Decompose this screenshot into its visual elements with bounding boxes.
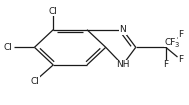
Text: F: F	[178, 55, 183, 64]
Text: F: F	[178, 30, 183, 39]
Text: Cl: Cl	[49, 7, 58, 16]
Text: CF: CF	[165, 38, 176, 47]
Text: F: F	[163, 60, 168, 69]
Text: Cl: Cl	[4, 43, 13, 52]
Text: Cl: Cl	[30, 77, 39, 86]
Text: 3: 3	[175, 42, 179, 48]
Text: NH: NH	[116, 60, 129, 69]
Text: N: N	[119, 25, 126, 34]
